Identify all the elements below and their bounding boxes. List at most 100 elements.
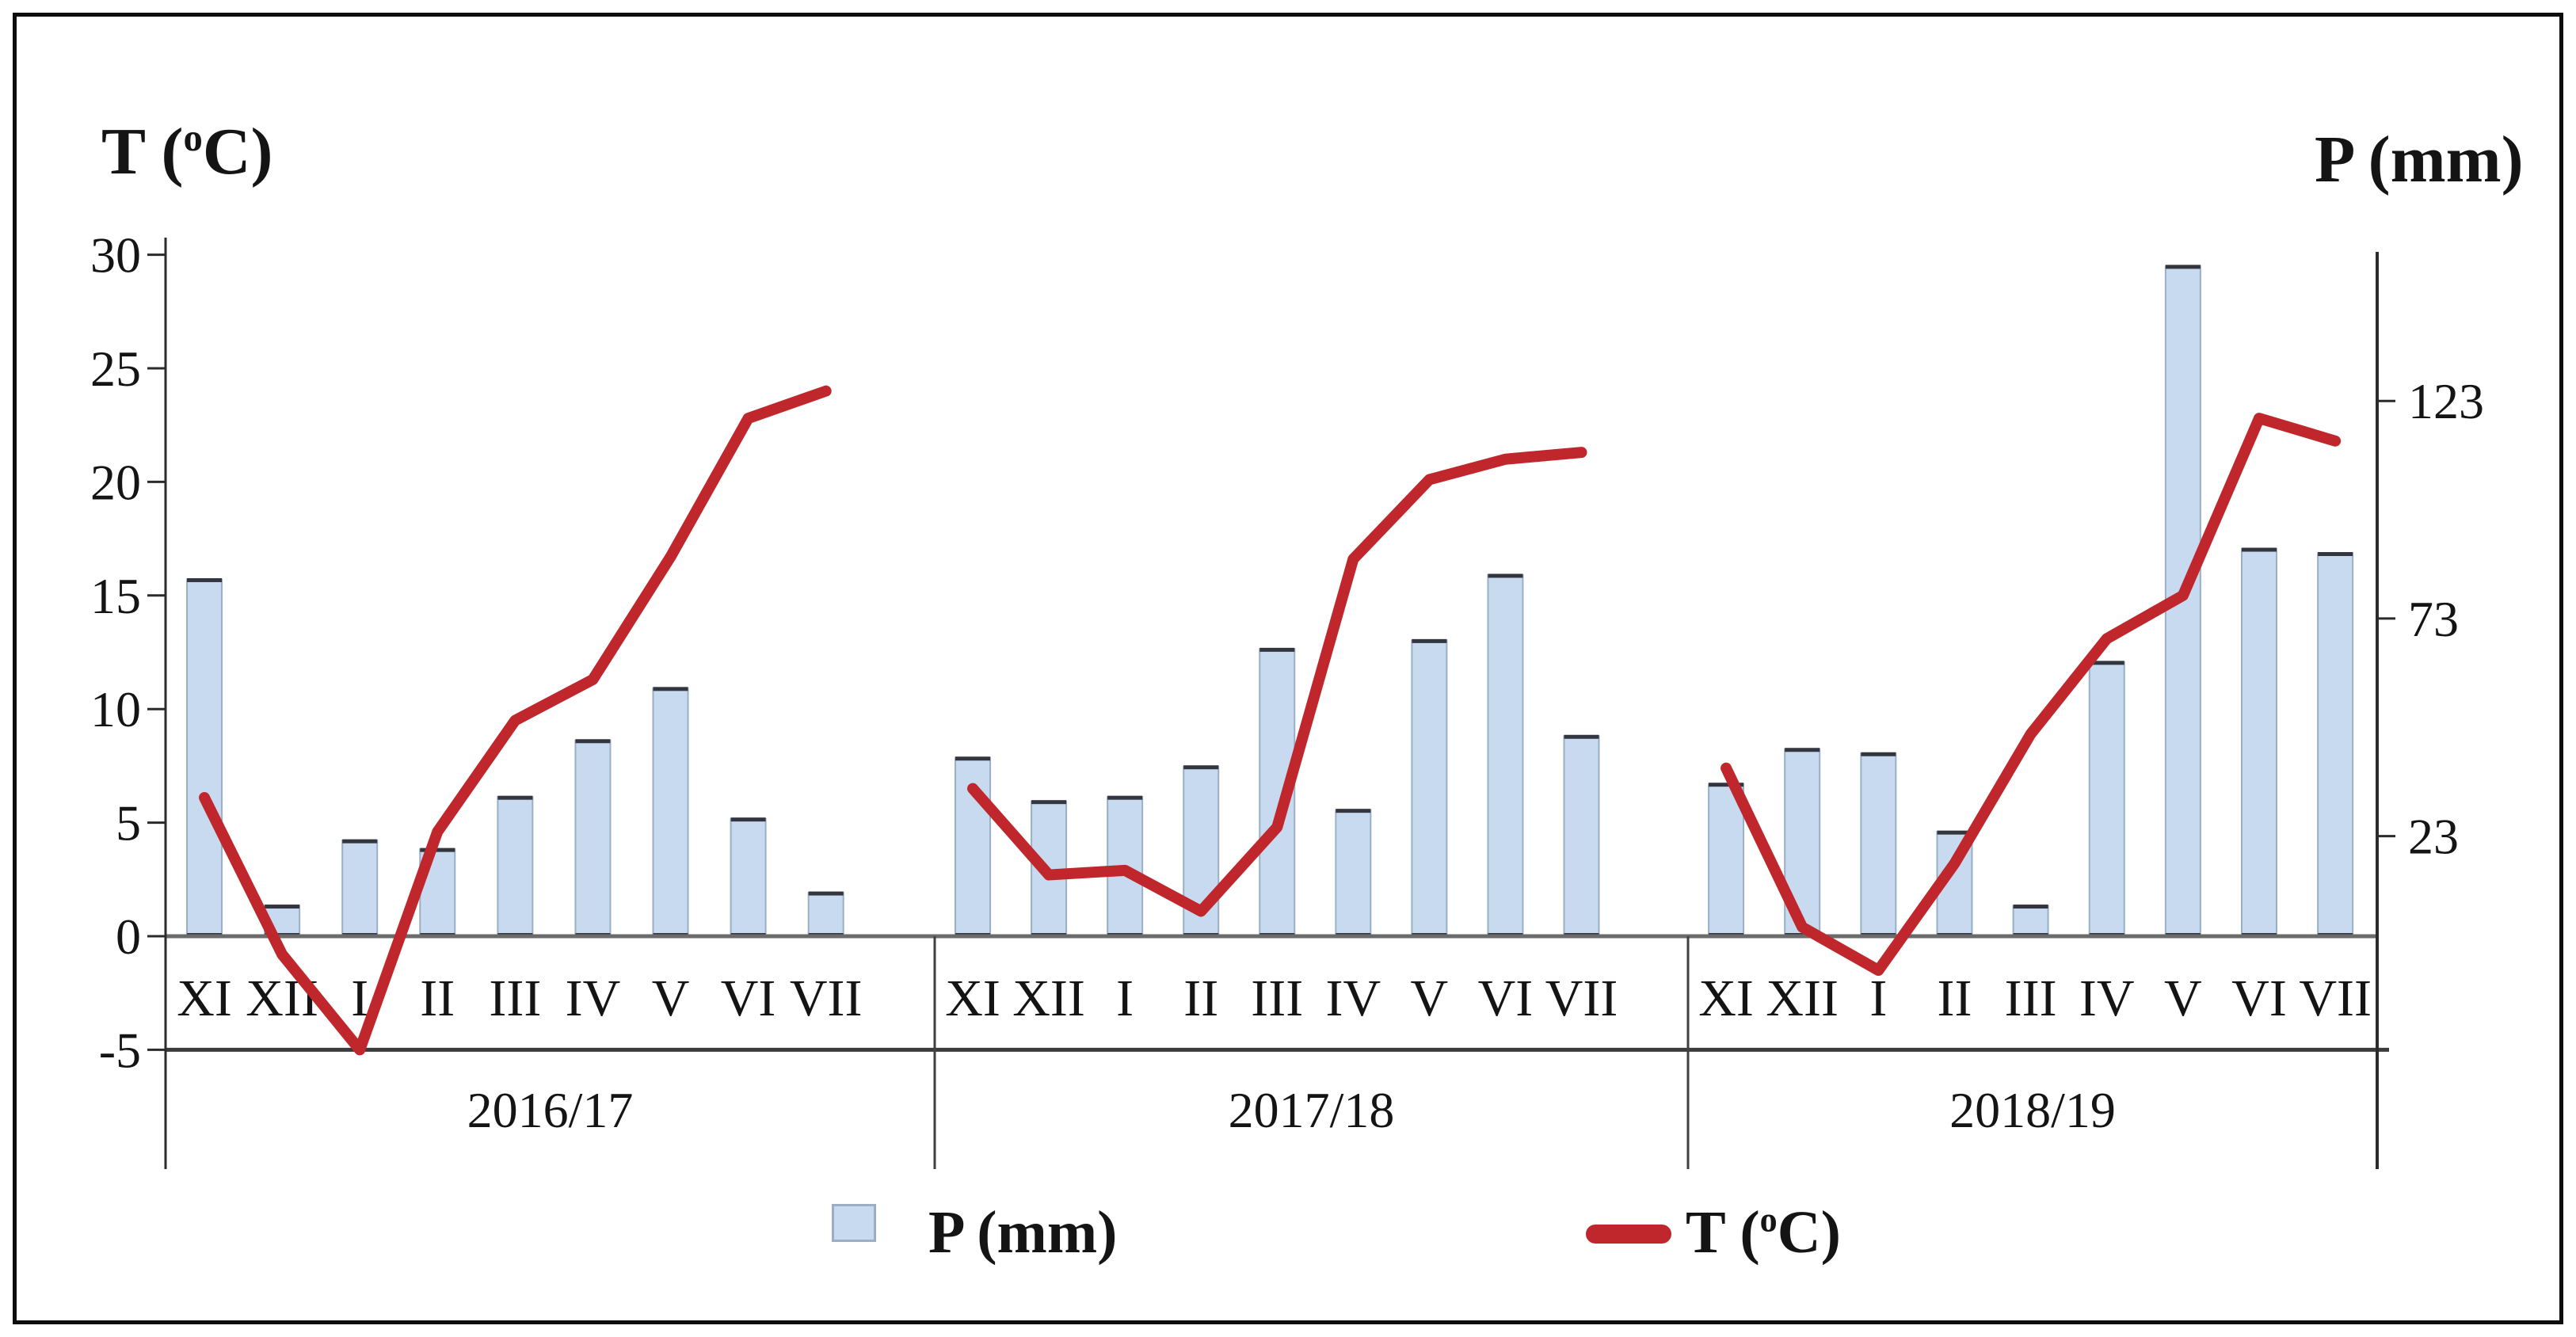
month-label: XII [1012, 969, 1085, 1027]
precip-bar-cap [955, 756, 991, 761]
month-label: IV [1326, 969, 1381, 1027]
month-label: II [1183, 969, 1218, 1027]
precip-bar-cap [2241, 547, 2277, 552]
precip-bar [574, 739, 612, 937]
precip-bar-cap [1937, 830, 1972, 835]
precip-bar-cap [420, 848, 455, 852]
month-label: III [1251, 969, 1303, 1027]
month-label: VII [1545, 969, 1618, 1027]
legend-temp-text: T ( [1686, 1199, 1760, 1266]
precip-bar [1708, 783, 1745, 938]
month-label: I [1116, 969, 1134, 1027]
precip-bar-cap [1183, 765, 1219, 770]
precip-bar [2317, 552, 2354, 937]
left-tick-label: 0 [116, 908, 141, 965]
precip-bar-cap [2318, 552, 2353, 557]
precip-bar-cap [187, 577, 223, 582]
precip-bar-cap [575, 739, 611, 744]
month-label: I [351, 969, 368, 1027]
month-label: VI [721, 969, 776, 1027]
precip-bar-cap [2089, 661, 2124, 665]
precip-bar-cap [1031, 800, 1067, 805]
precip-bar-cap [1336, 809, 1371, 813]
legend-temp-close: C) [1777, 1199, 1841, 1266]
precip-bar-cap [1488, 573, 1523, 578]
temp-line [967, 447, 1587, 917]
legend-precipitation-label: P (mm) [928, 1199, 1118, 1266]
month-label: V [2164, 969, 2202, 1027]
left-axis-title: T (oC) [101, 119, 272, 185]
chart-outer-border [13, 13, 2563, 1324]
right-tick-label: 123 [2408, 373, 2484, 429]
precip-bar-cap [1412, 638, 1447, 643]
precip-bar [730, 817, 767, 937]
precip-bar-cap [1107, 795, 1143, 800]
precip-bar [2088, 661, 2125, 937]
precip-bar-cap [265, 905, 300, 909]
left-tick-label: 20 [90, 454, 141, 510]
left-axis-title-close: C) [202, 115, 273, 189]
precip-bar [2012, 905, 2049, 938]
precip-bar [652, 687, 689, 937]
precip-bar [1335, 809, 1372, 938]
legend-temperature-label: T (oC) [1686, 1202, 1841, 1263]
month-label: III [2005, 969, 2057, 1027]
right-tick-label: 73 [2408, 591, 2459, 647]
precip-bar [1487, 573, 1524, 937]
precip-bar [186, 578, 223, 937]
month-label: VII [790, 969, 863, 1027]
month-label: VII [2299, 969, 2372, 1027]
left-tick-label: -5 [99, 1022, 141, 1078]
precip-bar-cap [1785, 748, 1820, 752]
month-label: XI [1698, 969, 1754, 1027]
month-label: VI [1478, 969, 1534, 1027]
month-label: VI [2231, 969, 2287, 1027]
temp-line [199, 385, 832, 1056]
precip-bar-cap [342, 839, 378, 844]
right-axis-title: P (mm) [2315, 123, 2524, 196]
month-label: I [1869, 969, 1887, 1027]
precip-bar-cap [497, 795, 533, 800]
month-label: II [420, 969, 455, 1027]
left-tick-label: 30 [90, 227, 141, 284]
precip-bar-cap [1564, 734, 1599, 739]
precip-bar-cap [2013, 905, 2048, 909]
month-label: II [1937, 969, 1972, 1027]
month-label: IV [566, 969, 621, 1027]
year-label: 2017/18 [1229, 1082, 1395, 1138]
left-tick-label: 25 [90, 341, 141, 397]
left-axis-title-text: T ( [101, 115, 184, 189]
left-tick-label: 10 [90, 681, 141, 737]
month-label: III [489, 969, 541, 1027]
left-tick-label: 5 [116, 795, 141, 851]
legend-temperature-swatch [1586, 1225, 1671, 1244]
month-label: V [1411, 969, 1449, 1027]
precip-bar-cap [1709, 783, 1744, 787]
left-axis-title-sup: o [183, 116, 203, 159]
right-tick-label: 23 [2408, 809, 2459, 865]
precip-bar-cap [1861, 752, 1896, 756]
precip-bar [1860, 752, 1897, 938]
month-label: XI [177, 969, 232, 1027]
year-label: 2016/17 [467, 1082, 634, 1138]
month-label: XI [945, 969, 1000, 1027]
month-label: IV [2079, 969, 2135, 1027]
legend-temp-sup: o [1759, 1200, 1778, 1240]
month-label: V [652, 969, 690, 1027]
left-tick-label: 15 [90, 568, 141, 624]
precip-bar [2240, 548, 2277, 937]
legend-precipitation-swatch [832, 1204, 876, 1242]
precip-bar-cap [2165, 265, 2201, 269]
precip-bar [497, 796, 534, 937]
precip-bar [341, 840, 379, 938]
precip-bar [1563, 735, 1600, 937]
temp-line [1721, 413, 2342, 977]
precip-bar-cap [653, 687, 688, 691]
precip-bar-cap [1259, 647, 1295, 652]
precip-bar-cap [808, 891, 844, 896]
year-label: 2018/19 [1949, 1082, 2116, 1138]
precip-bar [807, 892, 844, 938]
month-label: XII [1766, 969, 1839, 1027]
